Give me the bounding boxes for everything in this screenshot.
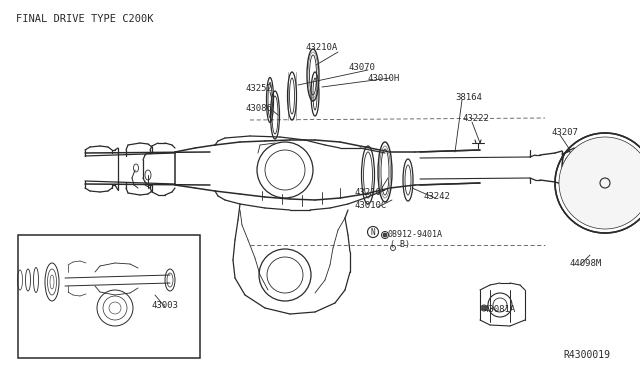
Text: 43003: 43003 — [152, 301, 179, 310]
Circle shape — [482, 306, 486, 310]
Circle shape — [383, 233, 387, 237]
Text: ( B): ( B) — [390, 241, 410, 250]
Text: 43242: 43242 — [424, 192, 451, 201]
Bar — [18, 235, 200, 358]
Text: 43081A: 43081A — [484, 305, 516, 314]
Text: 43070: 43070 — [349, 62, 376, 71]
Text: 38164: 38164 — [455, 93, 482, 102]
Text: N: N — [371, 228, 375, 237]
Text: 43252: 43252 — [245, 83, 272, 93]
Text: 43086: 43086 — [245, 103, 272, 112]
Text: 43010H: 43010H — [368, 74, 400, 83]
Text: 08912-9401A: 08912-9401A — [388, 230, 443, 238]
Text: 44098M: 44098M — [570, 259, 602, 267]
Text: 43210A: 43210A — [306, 42, 339, 51]
Text: 43222: 43222 — [463, 113, 490, 122]
Circle shape — [559, 137, 640, 229]
Text: 43010C: 43010C — [355, 201, 387, 209]
Text: FINAL DRIVE TYPE C200K: FINAL DRIVE TYPE C200K — [16, 14, 154, 24]
Text: 43210: 43210 — [355, 187, 382, 196]
Text: 43207: 43207 — [552, 128, 579, 137]
Text: R4300019: R4300019 — [563, 350, 610, 360]
